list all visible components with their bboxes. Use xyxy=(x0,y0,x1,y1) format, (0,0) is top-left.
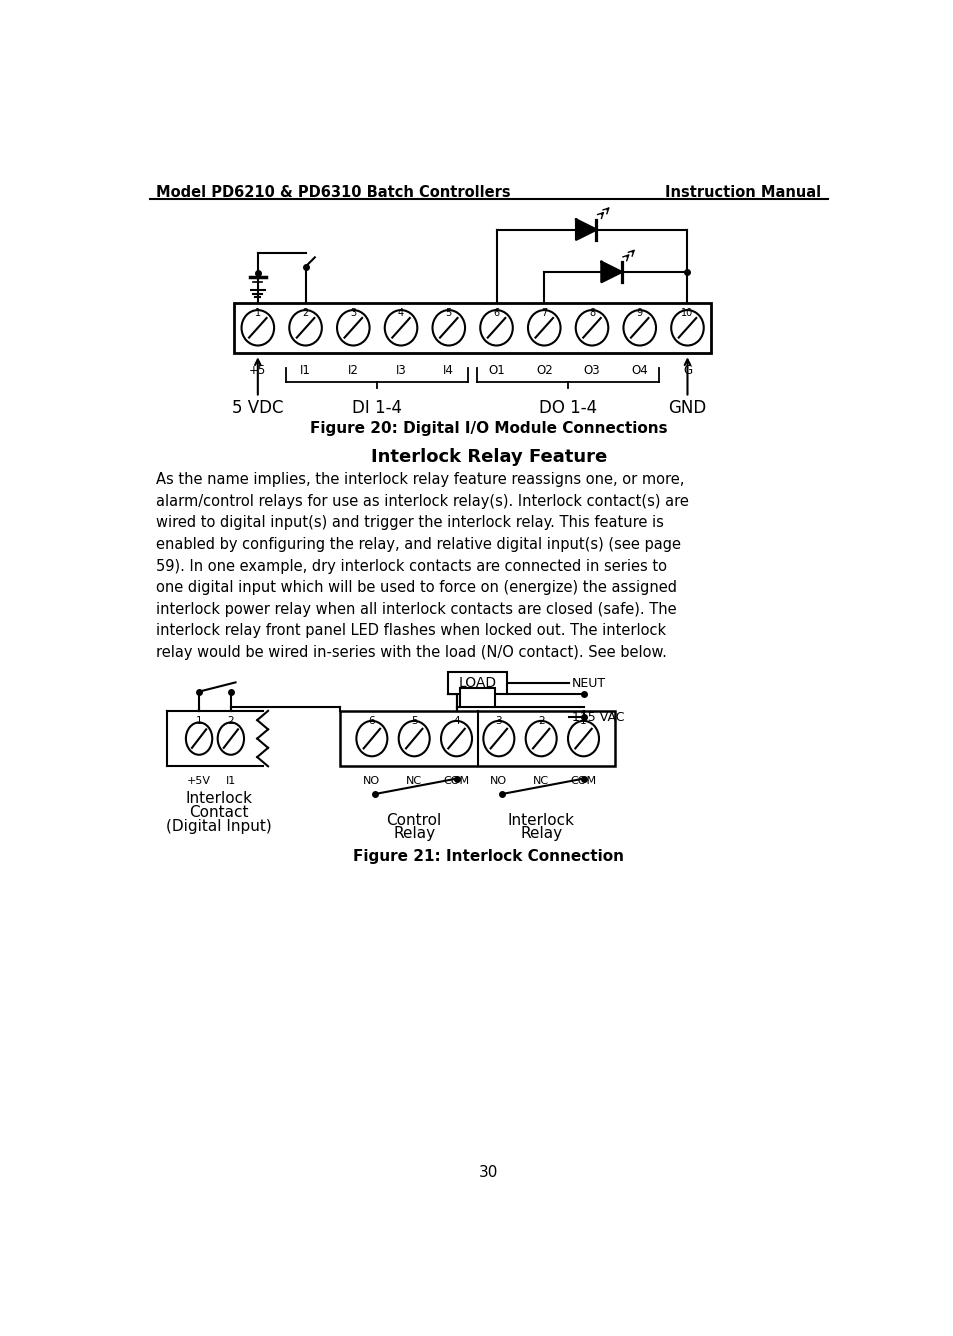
Text: 115 VAC: 115 VAC xyxy=(571,711,623,724)
Bar xyxy=(340,711,615,767)
Ellipse shape xyxy=(241,310,274,346)
Ellipse shape xyxy=(289,310,321,346)
Bar xyxy=(447,672,506,693)
Text: I1: I1 xyxy=(300,363,311,377)
Text: 1: 1 xyxy=(579,716,586,727)
Text: Instruction Manual: Instruction Manual xyxy=(664,184,821,200)
Ellipse shape xyxy=(217,723,244,755)
Ellipse shape xyxy=(479,310,513,346)
Text: O4: O4 xyxy=(631,363,647,377)
Text: 5: 5 xyxy=(445,309,452,318)
Ellipse shape xyxy=(356,721,387,756)
Text: 2: 2 xyxy=(537,716,544,727)
Text: G: G xyxy=(682,363,691,377)
Text: GND: GND xyxy=(668,399,706,417)
Text: Model PD6210 & PD6310 Batch Controllers: Model PD6210 & PD6310 Batch Controllers xyxy=(156,184,511,200)
Text: O3: O3 xyxy=(583,363,599,377)
Polygon shape xyxy=(601,262,621,282)
Text: 10: 10 xyxy=(680,309,693,318)
Ellipse shape xyxy=(432,310,464,346)
Ellipse shape xyxy=(384,310,416,346)
Ellipse shape xyxy=(483,721,514,756)
Text: 5 VDC: 5 VDC xyxy=(232,399,283,417)
Text: Figure 21: Interlock Connection: Figure 21: Interlock Connection xyxy=(353,850,624,864)
Text: NC: NC xyxy=(533,776,549,786)
Bar xyxy=(460,688,495,707)
Text: O1: O1 xyxy=(488,363,504,377)
Text: 7: 7 xyxy=(540,309,547,318)
Text: 3: 3 xyxy=(350,309,356,318)
Text: 1: 1 xyxy=(195,716,202,727)
Text: I1: I1 xyxy=(226,776,235,786)
Ellipse shape xyxy=(186,723,212,755)
Text: COM: COM xyxy=(570,776,596,786)
Text: NO: NO xyxy=(490,776,507,786)
Text: 4: 4 xyxy=(397,309,404,318)
Text: Contact: Contact xyxy=(189,804,249,820)
Text: Figure 20: Digital I/O Module Connections: Figure 20: Digital I/O Module Connection… xyxy=(310,421,667,436)
Ellipse shape xyxy=(623,310,656,346)
Text: Interlock: Interlock xyxy=(507,812,574,827)
Text: COM: COM xyxy=(443,776,469,786)
Text: NEUT: NEUT xyxy=(571,676,605,689)
Text: 3: 3 xyxy=(495,716,501,727)
Text: Interlock Relay Feature: Interlock Relay Feature xyxy=(371,448,606,465)
Text: I4: I4 xyxy=(443,363,454,377)
Text: DO 1-4: DO 1-4 xyxy=(538,399,597,417)
Text: 2: 2 xyxy=(228,716,233,727)
Text: +5V: +5V xyxy=(187,776,211,786)
Ellipse shape xyxy=(440,721,472,756)
Ellipse shape xyxy=(567,721,598,756)
Text: 6: 6 xyxy=(493,309,499,318)
Ellipse shape xyxy=(527,310,560,346)
Text: 9: 9 xyxy=(636,309,642,318)
Text: NO: NO xyxy=(363,776,380,786)
Text: 30: 30 xyxy=(478,1165,498,1180)
Text: O2: O2 xyxy=(536,363,552,377)
Text: 5: 5 xyxy=(411,716,417,727)
Text: 6: 6 xyxy=(368,716,375,727)
Text: (Digital Input): (Digital Input) xyxy=(166,819,272,834)
Text: Control: Control xyxy=(386,812,441,827)
Ellipse shape xyxy=(671,310,703,346)
Text: NC: NC xyxy=(406,776,422,786)
Text: I3: I3 xyxy=(395,363,406,377)
Bar xyxy=(233,303,711,353)
Ellipse shape xyxy=(525,721,557,756)
Text: 8: 8 xyxy=(588,309,595,318)
Text: DI 1-4: DI 1-4 xyxy=(352,399,402,417)
Ellipse shape xyxy=(398,721,429,756)
Text: Relay: Relay xyxy=(393,827,435,842)
Text: 4: 4 xyxy=(453,716,459,727)
Text: 2: 2 xyxy=(302,309,309,318)
Text: As the name implies, the interlock relay feature reassigns one, or more,
alarm/c: As the name implies, the interlock relay… xyxy=(156,472,689,660)
Text: Interlock: Interlock xyxy=(185,791,253,806)
Text: LOAD: LOAD xyxy=(457,676,496,691)
Ellipse shape xyxy=(575,310,608,346)
Text: Relay: Relay xyxy=(519,827,561,842)
Ellipse shape xyxy=(336,310,369,346)
Polygon shape xyxy=(576,219,596,239)
Text: 1: 1 xyxy=(254,309,260,318)
Text: I2: I2 xyxy=(348,363,358,377)
Text: +5: +5 xyxy=(249,363,266,377)
